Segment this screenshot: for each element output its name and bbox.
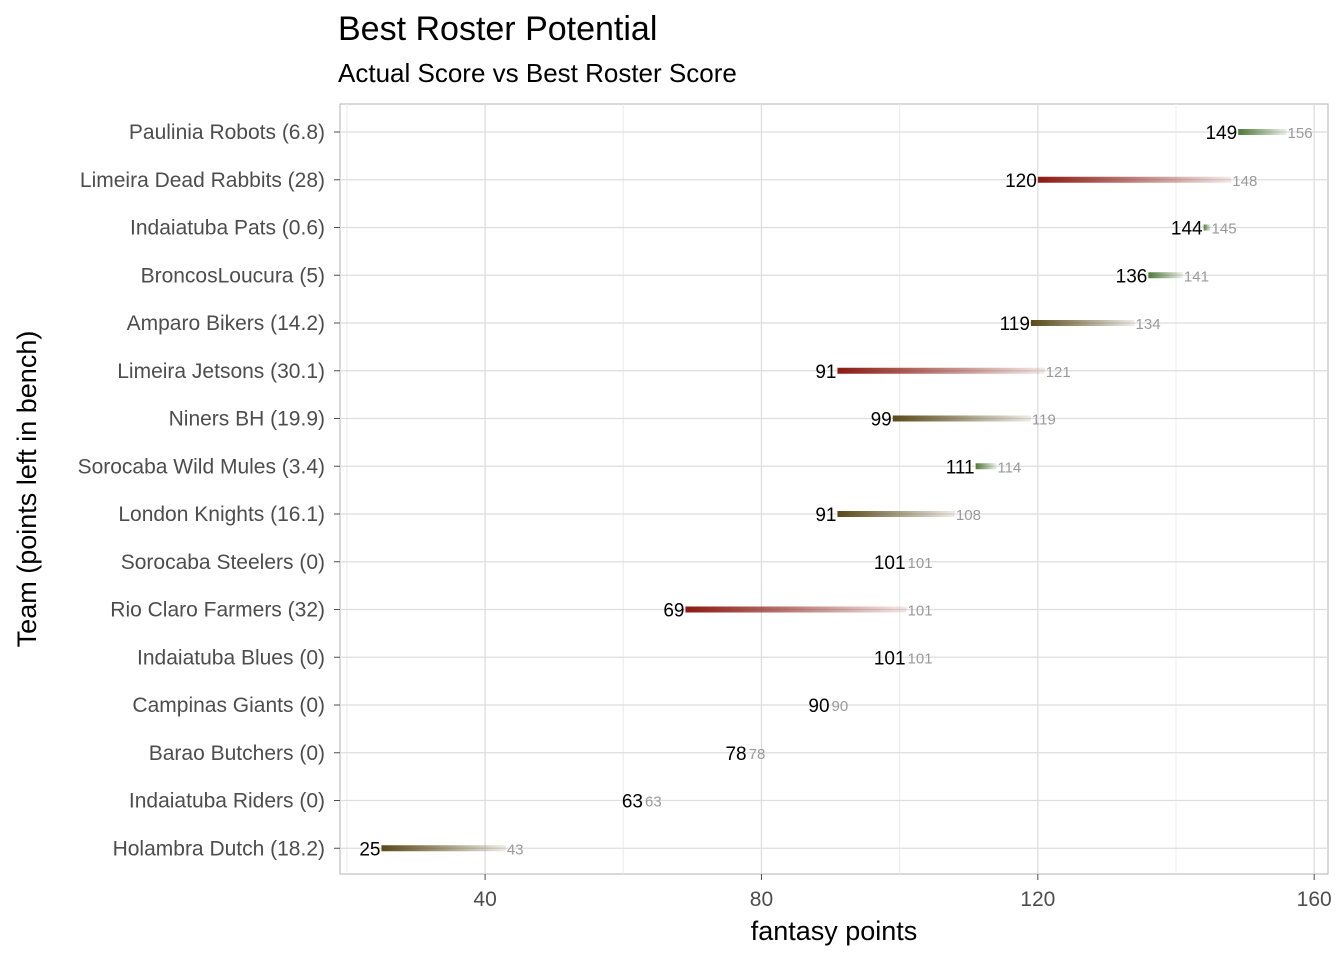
x-axis-title: fantasy points (751, 916, 918, 946)
y-tick-label: Sorocaba Steelers (0) (121, 551, 325, 574)
y-tick-label: Limeira Jetsons (30.1) (117, 360, 325, 383)
x-tick-label: 40 (473, 888, 496, 911)
bars (381, 129, 1287, 852)
actual-score-label: 111 (946, 457, 975, 478)
best-score-label: 108 (956, 507, 981, 524)
gap-bar (1238, 129, 1287, 135)
x-tick-label: 80 (750, 888, 773, 911)
best-score-label: 119 (1032, 412, 1056, 429)
gap-bar (1037, 176, 1232, 183)
actual-score-label: 91 (815, 505, 836, 526)
actual-score-label: 90 (808, 696, 829, 717)
x-tick-label: 160 (1297, 888, 1332, 911)
y-tick-label: Amparo Bikers (14.2) (127, 312, 325, 335)
gap-bar (837, 367, 1045, 374)
y-tick-label: Rio Claro Farmers (32) (110, 599, 325, 622)
gap-bar (837, 511, 955, 517)
best-score-label: 90 (832, 698, 849, 715)
gap-bar (1203, 224, 1211, 231)
y-tick-label: Indaiatuba Pats (0.6) (130, 217, 325, 240)
best-score-label: 43 (507, 841, 524, 858)
actual-score-label: 101 (874, 648, 906, 669)
best-score-label: 134 (1136, 316, 1161, 333)
actual-score-label: 144 (1171, 219, 1203, 240)
y-tick-label: Holambra Dutch (18.2) (113, 837, 325, 860)
y-axis: Paulinia Robots (6.8) Limeira Dead Rabbit… (78, 121, 340, 860)
best-score-label: 101 (908, 603, 933, 620)
actual-score-label: 119 (1000, 314, 1030, 335)
y-tick-label: Sorocaba Wild Mules (3.4) (78, 455, 325, 478)
y-tick-label: Niners BH (19.9) (169, 408, 325, 431)
best-score-label: 101 (908, 650, 933, 667)
actual-score-label: 136 (1116, 266, 1148, 287)
best-score-label: 121 (1046, 364, 1071, 381)
chart-title: Best Roster Potential (338, 10, 657, 48)
gap-bar (1148, 272, 1183, 279)
gap-bar (892, 415, 1031, 422)
best-score-label: 63 (645, 794, 662, 811)
best-score-label: 78 (749, 746, 766, 763)
y-tick-label: London Knights (16.1) (118, 503, 325, 526)
y-tick-label: Campinas Giants (0) (132, 694, 325, 717)
value-labels: 149 156 120 148 144 145 136 141 119 134 91 121 99 119… (359, 123, 1312, 860)
actual-score-label: 101 (874, 553, 906, 574)
y-tick-label: Indaiatuba Riders (0) (129, 790, 325, 813)
best-score-label: 145 (1212, 221, 1237, 238)
best-score-label: 156 (1288, 125, 1313, 142)
y-tick-label: Barao Butchers (0) (149, 742, 325, 765)
gap-bar (381, 845, 506, 852)
actual-score-label: 69 (663, 601, 684, 622)
gap-bar (1030, 320, 1135, 326)
best-score-label: 141 (1184, 268, 1209, 285)
y-tick-label: Indaiatuba Blues (0) (137, 646, 325, 669)
x-axis: 40 80 120 160 (473, 874, 1332, 911)
actual-score-label: 63 (622, 792, 643, 813)
actual-score-label: 120 (1005, 171, 1037, 192)
y-tick-label: BroncosLoucura (5) (141, 264, 325, 287)
y-axis-title: Team (points left in bench) (12, 331, 42, 648)
y-tick-label: Limeira Dead Rabbits (28) (80, 169, 325, 192)
actual-score-label: 91 (815, 362, 836, 383)
y-tick-label: Paulinia Robots (6.8) (129, 121, 325, 144)
actual-score-label: 149 (1205, 123, 1237, 144)
best-score-label: 101 (908, 555, 933, 572)
actual-score-label: 99 (871, 410, 892, 431)
actual-score-label: 25 (359, 839, 380, 860)
best-score-label: 148 (1232, 173, 1257, 190)
gap-bar (975, 463, 997, 470)
plot-panel (339, 103, 1329, 875)
gap-bar (685, 606, 907, 613)
best-score-label: 114 (997, 459, 1021, 476)
chart-subtitle: Actual Score vs Best Roster Score (338, 58, 737, 88)
actual-score-label: 78 (725, 744, 746, 765)
x-tick-label: 120 (1020, 888, 1055, 911)
